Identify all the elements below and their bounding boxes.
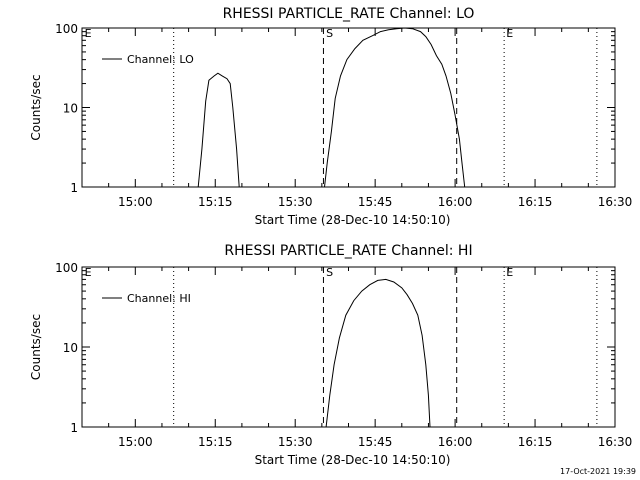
chart-title: RHESSI PARTICLE_RATE Channel: HI bbox=[224, 243, 472, 259]
x-tick-label: 16:30 bbox=[598, 195, 633, 209]
event-marker-label: S bbox=[326, 266, 333, 279]
y-tick-label: 10 bbox=[63, 341, 78, 355]
y-tick-label: 1 bbox=[70, 181, 78, 195]
x-tick-label: 15:45 bbox=[358, 195, 393, 209]
x-tick-label: 16:15 bbox=[518, 195, 553, 209]
y-axis-label: Counts/sec bbox=[29, 314, 43, 380]
y-tick-label: 10 bbox=[63, 102, 78, 116]
event-marker-label: S bbox=[326, 27, 333, 40]
generation-timestamp: 17-Oct-2021 19:39 bbox=[560, 467, 636, 476]
event-marker-label: E bbox=[506, 266, 513, 279]
plot-frame bbox=[81, 266, 616, 428]
x-tick-label: 15:30 bbox=[278, 195, 313, 209]
x-tick-label: 15:30 bbox=[278, 435, 313, 449]
x-tick-label: 15:15 bbox=[198, 195, 233, 209]
x-tick-label: 16:00 bbox=[438, 435, 473, 449]
event-marker-label: E bbox=[506, 27, 513, 40]
y-tick-label: 1 bbox=[70, 421, 78, 435]
chart-title: RHESSI PARTICLE_RATE Channel: LO bbox=[223, 6, 475, 22]
x-tick-label: 16:15 bbox=[518, 435, 553, 449]
x-axis-label: Start Time (28-Dec-10 14:50:10) bbox=[255, 453, 451, 467]
chart-panel-lo: RHESSI PARTICLE_RATE Channel: LO 1 10 100 Co… bbox=[29, 6, 632, 227]
x-tick-label: 15:00 bbox=[118, 195, 153, 209]
plot-frame bbox=[81, 27, 616, 188]
chart-panel-hi: RHESSI PARTICLE_RATE Channel: HI 1 10 100 Co… bbox=[29, 243, 632, 467]
event-marker-label: E bbox=[85, 27, 92, 40]
y-axis-label: Counts/sec bbox=[29, 74, 43, 140]
event-marker-label: E bbox=[85, 266, 92, 279]
y-tick-label: 100 bbox=[55, 261, 78, 275]
series-line bbox=[324, 27, 466, 187]
series-line bbox=[325, 278, 431, 427]
series-line bbox=[197, 72, 240, 187]
y-tick-label: 100 bbox=[55, 22, 78, 36]
x-tick-label: 15:00 bbox=[118, 435, 153, 449]
x-tick-label: 16:00 bbox=[438, 195, 473, 209]
x-tick-label: 15:45 bbox=[358, 435, 393, 449]
x-axis-label: Start Time (28-Dec-10 14:50:10) bbox=[255, 213, 451, 227]
legend-label: Channel: LO bbox=[127, 53, 194, 66]
x-tick-label: 16:30 bbox=[598, 435, 633, 449]
legend-label: Channel: HI bbox=[127, 292, 191, 305]
x-tick-label: 15:15 bbox=[198, 435, 233, 449]
